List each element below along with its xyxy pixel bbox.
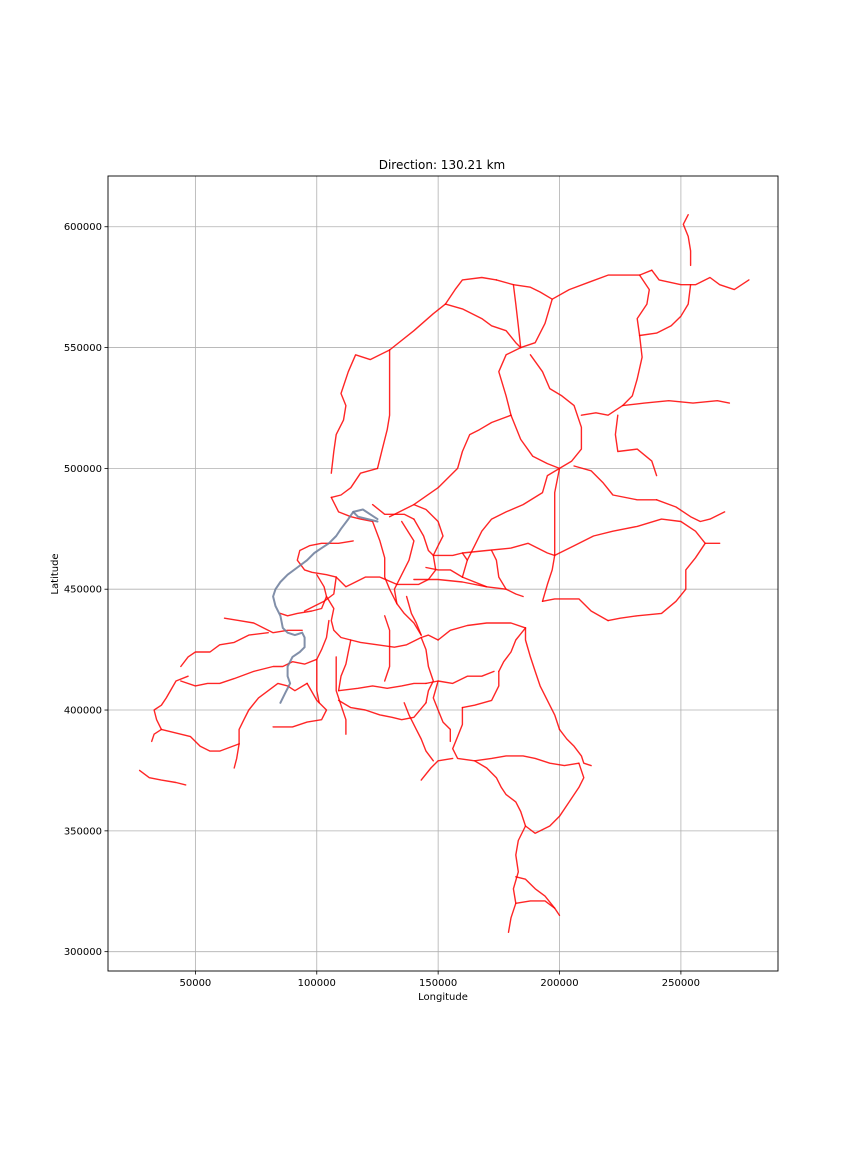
road-segment <box>524 627 561 731</box>
road-segment <box>607 542 706 622</box>
road-segment <box>396 554 437 586</box>
road-segment <box>413 578 488 588</box>
road-segment <box>279 574 328 617</box>
road-segment <box>541 598 609 622</box>
road-segment <box>337 639 352 692</box>
road-segment <box>580 334 643 416</box>
road-segment <box>621 400 731 407</box>
road-segment <box>153 675 189 731</box>
road-segment <box>180 658 318 687</box>
x-axis-label: Longitude <box>418 992 468 1003</box>
road-segment <box>498 346 522 416</box>
road-segment <box>437 622 527 641</box>
road-segment <box>507 825 527 933</box>
road-segment <box>432 680 451 743</box>
road-segment <box>651 269 750 291</box>
road-segment <box>180 632 269 668</box>
road-segment <box>558 728 592 767</box>
road-segment <box>335 656 347 735</box>
road-segment <box>238 682 308 745</box>
road-segment <box>520 269 653 349</box>
road-segment <box>614 414 658 477</box>
road-segment <box>303 576 337 612</box>
road-segment <box>554 518 721 557</box>
y-axis-label: Latitude <box>50 553 61 594</box>
road-segment <box>384 615 391 682</box>
road-segment <box>512 284 553 300</box>
x-tick-label: 150000 <box>419 978 457 989</box>
road-segment <box>461 542 556 557</box>
road-segment <box>371 520 422 636</box>
road-segment <box>420 636 434 704</box>
y-tick-label: 300000 <box>64 947 102 958</box>
road-segment <box>233 743 240 769</box>
y-tick-label: 500000 <box>64 464 102 475</box>
road-segment <box>138 769 187 786</box>
road-segment <box>405 595 422 636</box>
y-axis-ticks: 300000 350000 400000 450000 500000 550000 6000… <box>64 222 108 958</box>
grid-lines <box>108 176 778 971</box>
y-tick-label: 550000 <box>64 343 102 354</box>
road-segment <box>337 682 427 692</box>
road-segment <box>420 757 454 781</box>
road-segment <box>682 213 692 267</box>
y-tick-label: 400000 <box>64 706 102 717</box>
road-segment <box>272 682 328 728</box>
x-axis-ticks: 50000 100000 150000 200000 250000 <box>179 971 700 989</box>
road-segment <box>393 520 415 605</box>
road-network <box>138 213 750 933</box>
road-segment <box>330 467 379 499</box>
road-segment <box>541 467 561 602</box>
road-segment <box>337 699 427 721</box>
road-segment <box>425 566 464 578</box>
road-segment <box>223 617 303 634</box>
road-segment <box>413 503 444 557</box>
selected-route <box>272 508 379 704</box>
road-segment <box>371 503 415 520</box>
road-segment <box>461 670 500 709</box>
plot-frame <box>107 175 779 972</box>
x-tick-label: 50000 <box>179 978 211 989</box>
route-segment <box>272 508 379 704</box>
route-segment <box>352 510 379 523</box>
road-segment <box>403 702 434 762</box>
road-segment <box>425 670 495 685</box>
road-segment <box>444 303 522 349</box>
road-segment <box>529 354 583 470</box>
road-segment <box>490 549 507 590</box>
road-segment <box>461 467 561 578</box>
y-tick-label: 600000 <box>64 222 102 233</box>
chart-title: Direction: 130.21 km <box>379 158 506 172</box>
road-segment <box>388 303 447 351</box>
road-segment <box>444 276 498 305</box>
road-segment <box>330 349 391 474</box>
road-segment <box>573 465 658 501</box>
road-segment <box>452 706 580 767</box>
road-segment <box>515 876 556 909</box>
road-segment <box>150 728 240 752</box>
road-segment <box>388 414 512 518</box>
road-segment <box>495 279 522 349</box>
road-segment <box>498 627 527 673</box>
road-segment <box>376 349 391 470</box>
x-tick-label: 200000 <box>540 978 578 989</box>
road-segment <box>636 274 650 337</box>
road-segment <box>510 414 561 470</box>
road-segment <box>515 900 561 917</box>
road-segment <box>655 499 726 523</box>
x-tick-label: 100000 <box>298 978 336 989</box>
y-tick-label: 350000 <box>64 826 102 837</box>
road-segment <box>638 284 692 337</box>
x-tick-label: 250000 <box>662 978 700 989</box>
y-tick-label: 450000 <box>64 585 102 596</box>
plot-background <box>108 176 778 971</box>
road-segment <box>335 576 398 588</box>
